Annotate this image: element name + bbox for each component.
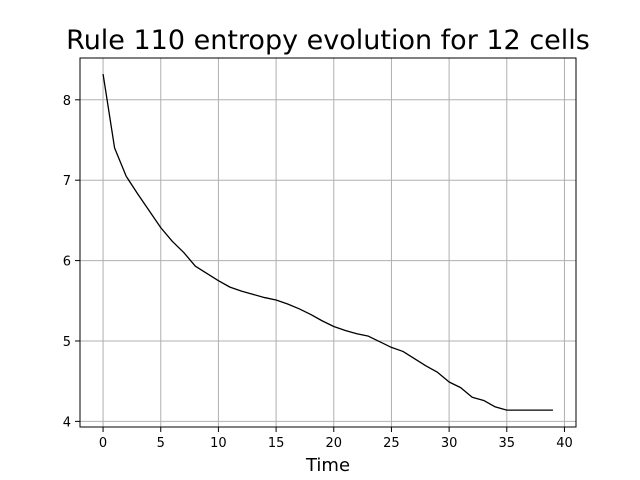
x-tick-label: 30 <box>441 436 458 451</box>
x-tick-label: 35 <box>499 436 516 451</box>
x-tick-label: 10 <box>210 436 227 451</box>
y-tick-label: 5 <box>63 335 71 350</box>
y-tick-label: 8 <box>63 94 71 109</box>
x-tick-label: 25 <box>383 436 400 451</box>
x-tick-label: 40 <box>556 436 573 451</box>
y-tick-label: 6 <box>63 255 71 270</box>
grid-lines <box>80 58 576 427</box>
series-line <box>102 73 553 411</box>
x-axis-label: Time <box>305 455 350 476</box>
series-layer <box>102 73 553 411</box>
x-tick-label: 5 <box>157 436 165 451</box>
chart-title: Rule 110 entropy evolution for 12 cells <box>66 25 590 56</box>
x-tick-label: 0 <box>99 436 107 451</box>
plot-frame <box>79 57 577 428</box>
y-tick-label: 4 <box>63 415 71 430</box>
y-tick-label: 7 <box>63 174 71 189</box>
x-tick-label: 20 <box>325 436 342 451</box>
x-tick-label: 15 <box>268 436 285 451</box>
